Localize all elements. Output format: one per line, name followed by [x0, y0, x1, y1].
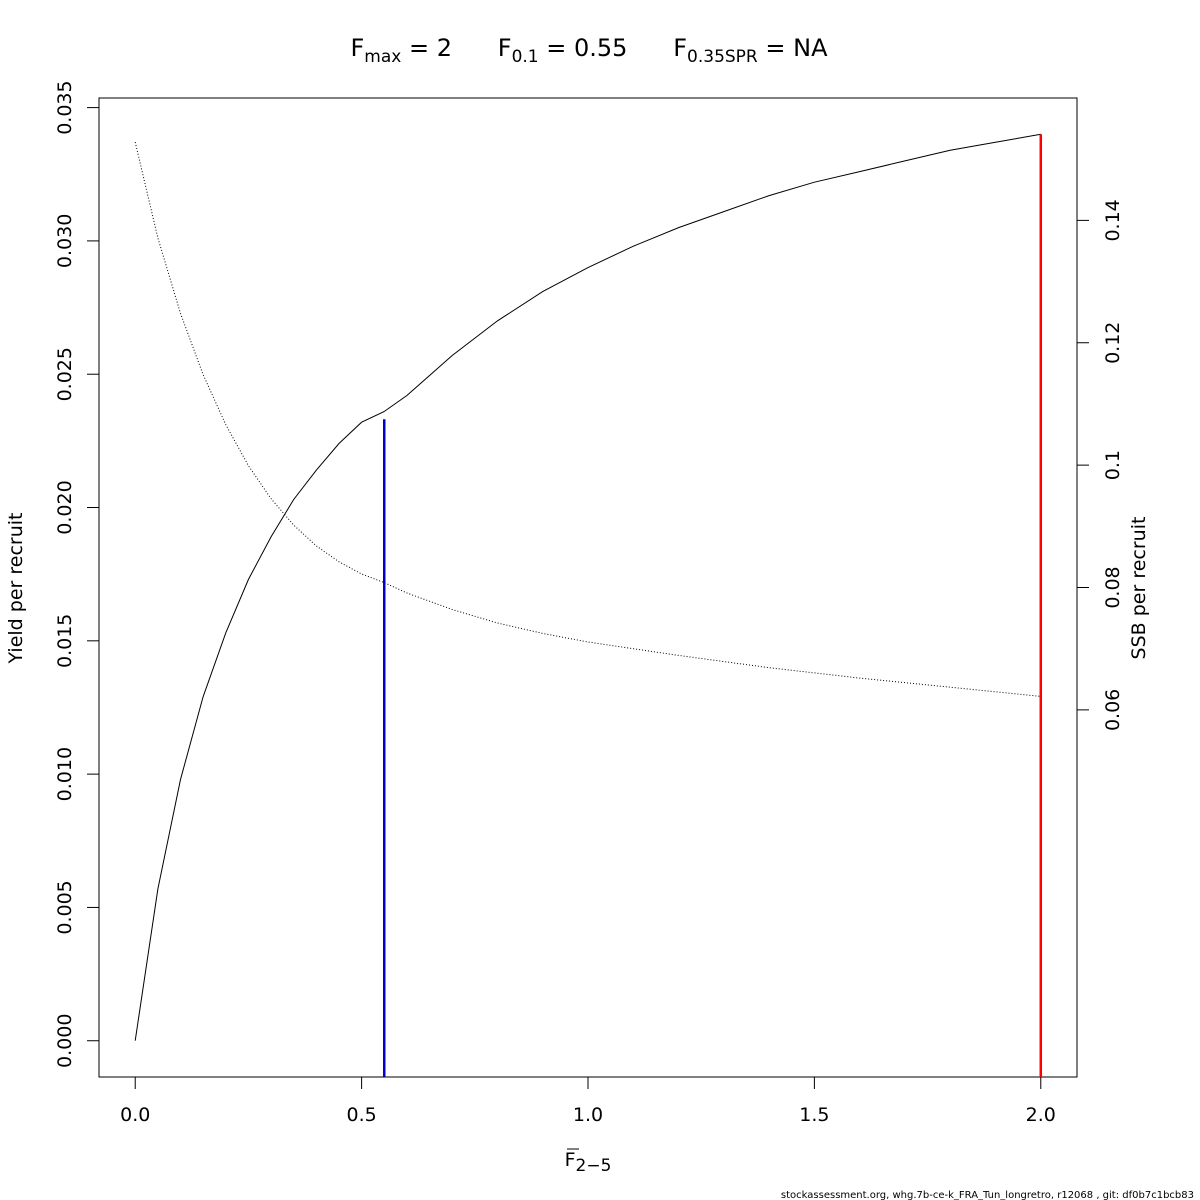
y-tick-label: 0.010 [54, 747, 76, 801]
x-axis-title-sub: 2−5 [576, 1156, 612, 1176]
footer-credit: stockassessment.org, whg.7b-ce-k_FRA_Tun… [781, 1190, 1194, 1200]
x-tick-label: 2.0 [1026, 1104, 1056, 1126]
title-fspr-value: = NA [758, 34, 828, 62]
x-tick-label: 1.0 [573, 1104, 603, 1126]
title-fspr-main: F [673, 34, 687, 62]
axes-layer: 0.0 0.5 1.0 1.5 2.0 0.000 0.005 0.010 0.015 0.020… [54, 80, 1124, 1126]
y-right-tick-label: 0.06 [1102, 689, 1124, 731]
title-gap-1 [452, 34, 498, 62]
ssb-per-recruit-line [134, 141, 1041, 697]
x-tick-label: 0.0 [120, 1104, 150, 1126]
y-tick-label: 0.030 [54, 214, 76, 268]
y-axis-title: Yield per recruit [5, 513, 27, 665]
title-fmax-value: = 2 [401, 34, 452, 62]
x-tick-label: 0.5 [347, 1104, 377, 1126]
title-f01-value: = 0.55 [539, 34, 628, 62]
x-tick-label: 1.5 [799, 1104, 829, 1126]
series-layer [134, 133, 1041, 1041]
yield-per-recruit-line [134, 133, 1041, 1041]
title-fmax-main: F [350, 34, 364, 62]
y-tick-label: 0.025 [54, 347, 76, 401]
reference-lines-layer [383, 134, 1043, 1077]
y-tick-label: 0.020 [54, 480, 76, 534]
y-right-tick-label: 0.1 [1102, 450, 1124, 480]
title-gap-2 [627, 34, 673, 62]
x-axis-title: F2−5 [565, 1149, 612, 1176]
title-fmax-sub: max [364, 47, 401, 67]
x-axis-title-main: F [565, 1149, 576, 1171]
y-tick-label: 0.015 [54, 614, 76, 668]
y-right-tick-label: 0.12 [1102, 322, 1124, 364]
title-f01-sub: 0.1 [512, 47, 539, 67]
y-tick-label: 0.005 [54, 880, 76, 934]
y-tick-label: 0.035 [54, 80, 76, 134]
title-fspr-sub: 0.35SPR [687, 47, 758, 67]
plot-frame [98, 97, 1078, 1078]
chart-title: Fmax = 2 F0.1 = 0.55 F0.35SPR = NA [350, 34, 828, 67]
y-right-tick-label: 0.08 [1102, 566, 1124, 608]
y-right-tick-label: 0.14 [1102, 199, 1124, 241]
title-f01-main: F [498, 34, 512, 62]
y-tick-label: 0.000 [54, 1014, 76, 1068]
y-right-axis-title: SSB per recruit [1128, 517, 1150, 660]
